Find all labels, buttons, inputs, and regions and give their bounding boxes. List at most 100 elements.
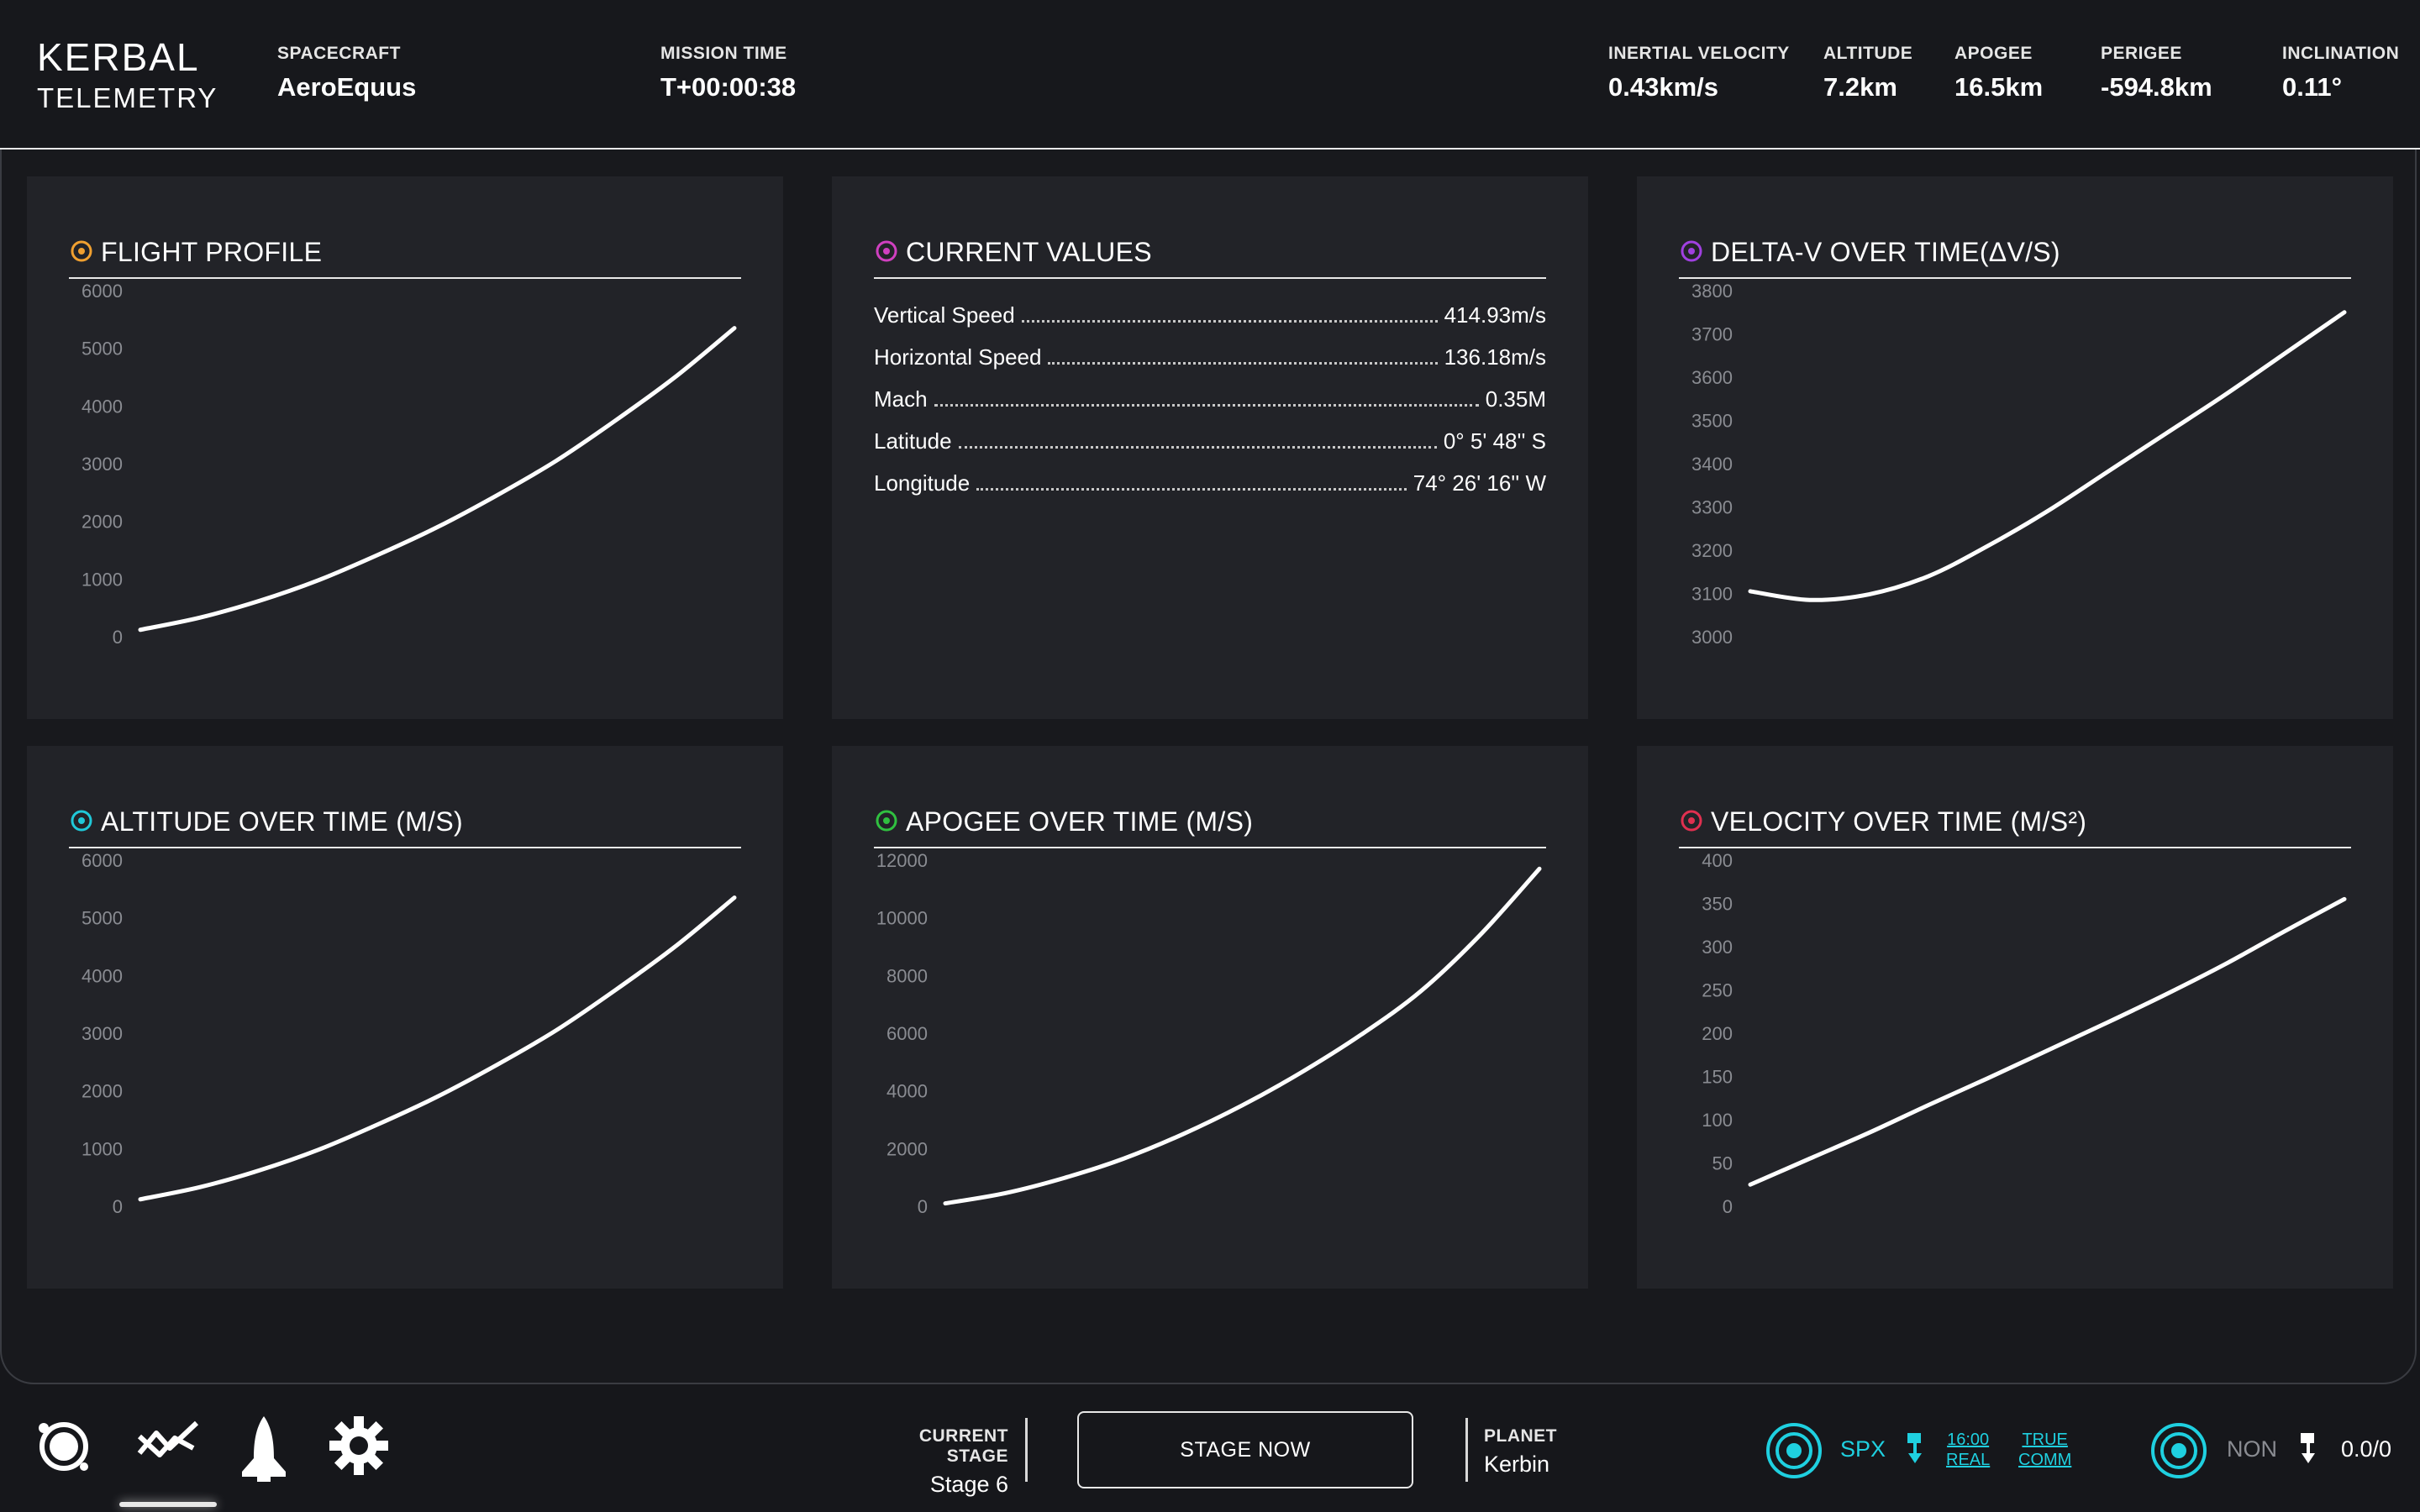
- value-reading: 0.35M: [1485, 386, 1546, 412]
- planet-label: PLANET: [1484, 1426, 1557, 1446]
- spacecraft-block: SPACECRAFT AeroEquus: [277, 44, 416, 102]
- series-line: [138, 326, 737, 633]
- target-icon: [876, 810, 897, 832]
- dot-leader: [1048, 362, 1438, 365]
- chart-trend-icon[interactable]: [134, 1415, 202, 1475]
- spacecraft-label: SPACECRAFT: [277, 44, 401, 63]
- app-logo: KERBAL TELEMETRY: [37, 37, 218, 111]
- y-tick-label: 12000: [876, 850, 928, 871]
- comm1-name: SPX: [1840, 1436, 1886, 1462]
- panel-header: APOGEE OVER TIME (M/S): [874, 801, 1546, 848]
- y-tick-label: 3200: [1691, 540, 1733, 561]
- y-tick-label: 3700: [1691, 324, 1733, 345]
- comm1-time: 16:00: [1947, 1431, 1990, 1449]
- stat-label: INCLINATION: [2282, 44, 2400, 63]
- value-reading: 74° 26' 16'' W: [1413, 470, 1546, 496]
- target-icon: [71, 810, 92, 832]
- y-tick-label: 3800: [1691, 281, 1733, 302]
- flight-profile-chart: 0 1000 2000 3000 4000 5000 6000: [82, 281, 737, 648]
- stat-label: ALTITUDE: [1823, 44, 1913, 63]
- series-line: [943, 866, 1542, 1206]
- y-tick-label: 3600: [1691, 367, 1733, 388]
- value-label: Mach: [874, 386, 928, 412]
- signal-icon-2[interactable]: [2149, 1421, 2208, 1480]
- y-tick-label: 2000: [82, 512, 123, 533]
- panel-delta-v: DELTA-V OVER TIME(ΔV/S) 3000 3100 3200 3300…: [1637, 176, 2393, 719]
- y-tick-label: 200: [1702, 1023, 1733, 1044]
- y-tick-label: 50: [1712, 1153, 1733, 1174]
- signal-icon[interactable]: [1765, 1421, 1823, 1480]
- y-tick-label: 6000: [82, 281, 123, 302]
- panel-header: VELOCITY OVER TIME (M/S²): [1679, 801, 2351, 848]
- panel-header: ALTITUDE OVER TIME (M/S): [69, 801, 741, 848]
- value-label: Horizontal Speed: [874, 344, 1042, 370]
- stat-value: 0.43km/s: [1608, 72, 1718, 102]
- stage-now-button[interactable]: STAGE NOW: [1077, 1411, 1413, 1488]
- panel-title: FLIGHT PROFILE: [101, 237, 323, 267]
- series-line: [1748, 310, 2347, 602]
- value-reading: 414.93m/s: [1444, 302, 1546, 328]
- y-tick-label: 3500: [1691, 411, 1733, 432]
- current-values-list: Vertical Speed 414.93m/s Horizontal Spee…: [874, 302, 1546, 512]
- panel-title: APOGEE OVER TIME (M/S): [906, 806, 1254, 837]
- stat-altitude: ALTITUDE 7.2km: [1823, 44, 1912, 102]
- logo-line2: TELEMETRY: [37, 82, 218, 111]
- divider: [1465, 1418, 1468, 1482]
- stat-value: 7.2km: [1823, 72, 1897, 102]
- y-tick-label: 8000: [886, 965, 928, 986]
- dot-leader: [976, 488, 1407, 491]
- value-row-mach: Mach 0.35M: [874, 386, 1546, 428]
- mission-time-value: T+00:00:38: [660, 72, 797, 102]
- shuttle-icon[interactable]: [239, 1415, 289, 1482]
- mission-time-label: MISSION TIME: [660, 44, 787, 63]
- y-tick-label: 0: [113, 1196, 123, 1217]
- y-tick-label: 300: [1702, 937, 1733, 958]
- panel-title: VELOCITY OVER TIME (M/S²): [1711, 806, 2087, 837]
- y-tick-label: 3400: [1691, 454, 1733, 475]
- value-label: Vertical Speed: [874, 302, 1015, 328]
- y-tick-label: 3000: [1691, 627, 1733, 648]
- y-tick-label: 6000: [886, 1023, 928, 1044]
- panel-header: FLIGHT PROFILE: [69, 232, 741, 279]
- stat-value: 16.5km: [1954, 72, 2044, 102]
- apogee-chart: 0 2000 4000 6000 8000 10000 12000: [876, 850, 1542, 1217]
- orbit-icon[interactable]: [34, 1415, 94, 1475]
- stat-value: 0.11°: [2282, 72, 2343, 102]
- panel-header: CURRENT VALUES: [874, 232, 1546, 279]
- panel-velocity: VELOCITY OVER TIME (M/S²) 0 50 100 150 200 25…: [1637, 746, 2393, 1289]
- current-stage-value: Stage 6: [929, 1472, 1008, 1497]
- value-row-horizontal-speed: Horizontal Speed 136.18m/s: [874, 344, 1546, 386]
- comm1-true: TRUE: [2022, 1431, 2068, 1449]
- comm1-comm: COMM: [2018, 1451, 2072, 1469]
- panel-flight-profile: FLIGHT PROFILE 0 1000 2000 3000 4000 5000 6000: [27, 176, 783, 719]
- stat-inertial-velocity: INERTIAL VELOCITY 0.43km/s: [1608, 44, 1790, 102]
- header: KERBAL TELEMETRY SPACECRAFT AeroEquus MI…: [0, 0, 2420, 150]
- y-tick-label: 350: [1702, 894, 1733, 915]
- series-line: [138, 895, 737, 1202]
- y-tick-label: 4000: [886, 1081, 928, 1102]
- gear-icon[interactable]: [328, 1415, 390, 1477]
- comm2-name: NON: [2227, 1436, 2277, 1462]
- stat-inclination: INCLINATION 0.11°: [2282, 44, 2399, 102]
- dot-leader: [934, 404, 1479, 407]
- value-reading: 136.18m/s: [1444, 344, 1546, 370]
- target-icon: [876, 240, 897, 262]
- stat-label: PERIGEE: [2101, 44, 2182, 63]
- panel-header: DELTA-V OVER TIME(ΔV/S): [1679, 232, 2351, 279]
- comm1-time-group: 16:00 REAL: [1946, 1430, 1990, 1470]
- y-tick-label: 2000: [886, 1138, 928, 1159]
- panel-altitude: ALTITUDE OVER TIME (M/S) 0 1000 2000 3000 40…: [27, 746, 783, 1289]
- value-row-latitude: Latitude 0° 5' 48'' S: [874, 428, 1546, 470]
- panel-apogee: APOGEE OVER TIME (M/S) 0 2000 4000 6000 8000…: [832, 746, 1588, 1289]
- y-tick-label: 4000: [82, 396, 123, 417]
- comm1-real: REAL: [1946, 1451, 1991, 1469]
- y-tick-label: 400: [1702, 850, 1733, 871]
- y-tick-label: 250: [1702, 980, 1733, 1001]
- mission-time-block: MISSION TIME T+00:00:38: [660, 44, 796, 102]
- y-tick-label: 1000: [82, 569, 123, 590]
- y-tick-label: 100: [1702, 1110, 1733, 1131]
- value-row-vertical-speed: Vertical Speed 414.93m/s: [874, 302, 1546, 344]
- y-tick-label: 4000: [82, 965, 123, 986]
- current-stage-label: CURRENT STAGE: [918, 1426, 1008, 1466]
- logo-line1: KERBAL: [37, 37, 200, 79]
